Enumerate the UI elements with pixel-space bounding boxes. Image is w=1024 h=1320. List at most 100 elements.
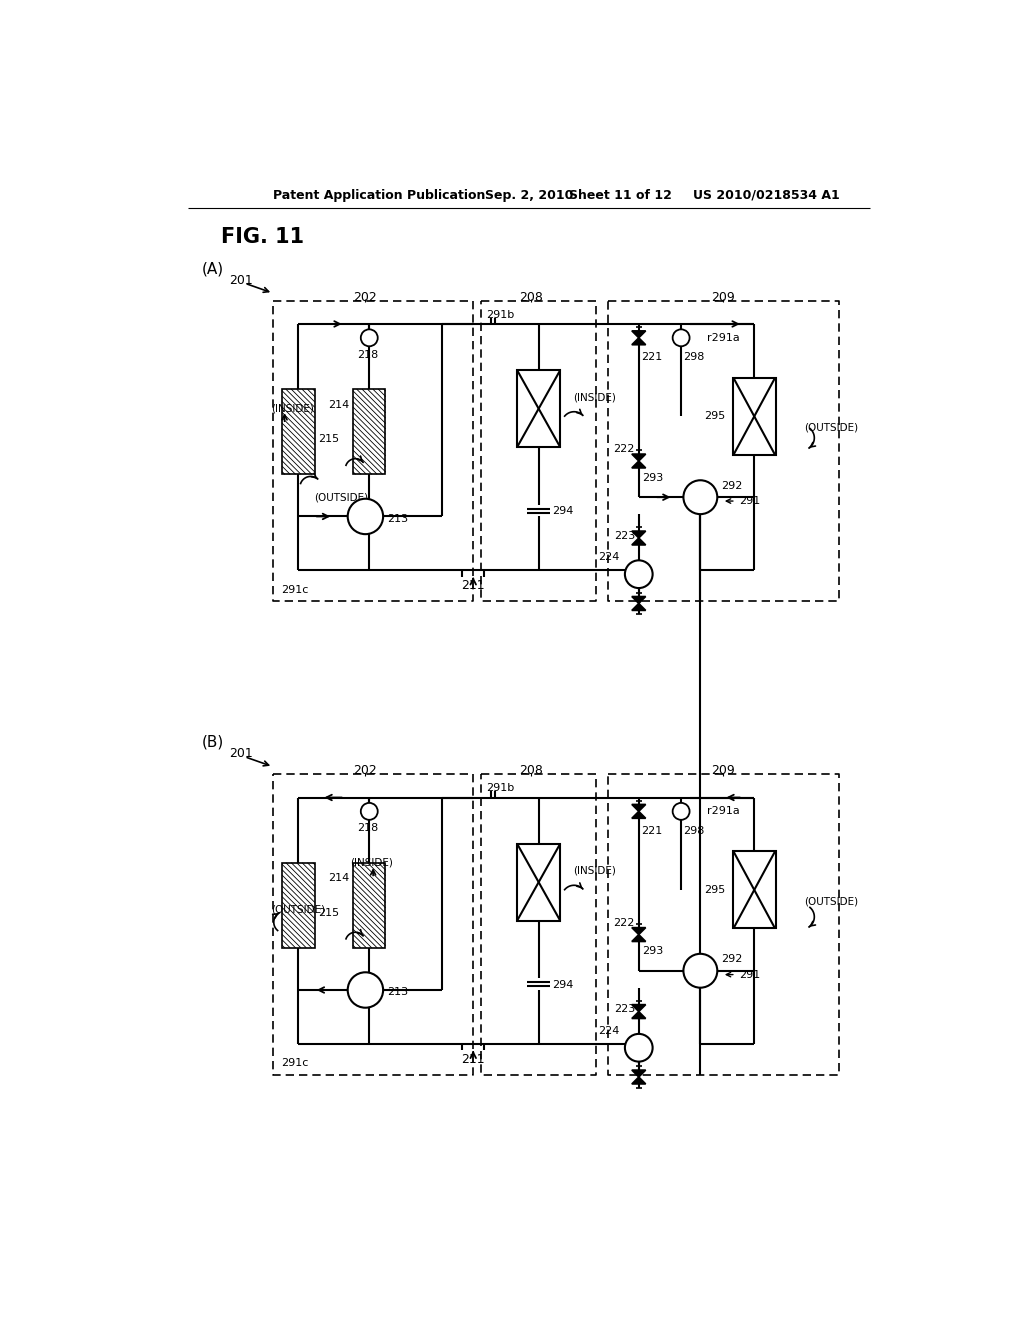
Text: 209: 209 — [712, 290, 735, 304]
Text: FIG. 11: FIG. 11 — [221, 227, 304, 247]
Text: 298: 298 — [683, 825, 705, 836]
Polygon shape — [632, 338, 646, 345]
Polygon shape — [353, 389, 385, 474]
Text: 201: 201 — [229, 273, 253, 286]
Text: 214: 214 — [328, 400, 349, 409]
Text: (INSIDE): (INSIDE) — [573, 392, 616, 403]
Circle shape — [673, 330, 689, 346]
Text: 291b: 291b — [486, 783, 514, 793]
Text: 293: 293 — [643, 473, 664, 483]
Text: 221: 221 — [641, 825, 663, 836]
Text: 218: 218 — [357, 350, 378, 360]
Text: 294: 294 — [553, 979, 573, 990]
Text: 291: 291 — [739, 970, 760, 979]
Polygon shape — [632, 603, 646, 610]
Polygon shape — [517, 843, 560, 921]
Circle shape — [348, 499, 383, 535]
Text: 294: 294 — [553, 506, 573, 516]
Text: ④: ④ — [691, 960, 699, 969]
Text: 293: 293 — [643, 946, 664, 957]
Text: (OUTSIDE): (OUTSIDE) — [313, 492, 368, 502]
Circle shape — [683, 954, 717, 987]
Text: (OUTSIDE): (OUTSIDE) — [804, 422, 858, 433]
Polygon shape — [517, 370, 560, 447]
Text: 208: 208 — [519, 764, 543, 777]
Text: ①: ① — [691, 974, 699, 983]
Polygon shape — [632, 928, 646, 935]
Polygon shape — [353, 863, 385, 948]
Polygon shape — [632, 331, 646, 338]
Polygon shape — [733, 851, 776, 928]
Circle shape — [360, 803, 378, 820]
Text: ③: ③ — [702, 973, 711, 982]
Text: ①: ① — [356, 520, 365, 529]
Text: ④: ④ — [691, 486, 699, 495]
Text: 222: 222 — [613, 445, 635, 454]
Text: ③: ③ — [368, 993, 376, 1002]
Text: 202: 202 — [353, 764, 377, 777]
Text: 201: 201 — [229, 747, 253, 760]
Text: 209: 209 — [712, 764, 735, 777]
Text: (A): (A) — [202, 261, 223, 276]
Text: 291c: 291c — [282, 585, 309, 594]
Text: (INSIDE): (INSIDE) — [573, 866, 616, 875]
Text: ②: ② — [368, 506, 376, 515]
Text: 291c: 291c — [282, 1059, 309, 1068]
Text: (B): (B) — [202, 734, 223, 750]
Text: 211: 211 — [462, 579, 485, 593]
Text: ③: ③ — [702, 500, 711, 508]
Text: 291: 291 — [739, 496, 760, 506]
Polygon shape — [733, 378, 776, 455]
Polygon shape — [632, 1077, 646, 1084]
Text: ①: ① — [691, 500, 699, 510]
Text: ②: ② — [702, 961, 711, 970]
Text: 208: 208 — [519, 290, 543, 304]
Polygon shape — [632, 461, 646, 469]
Circle shape — [625, 560, 652, 589]
Text: 218: 218 — [357, 824, 378, 833]
Text: Sheet 11 of 12: Sheet 11 of 12 — [569, 189, 673, 202]
Polygon shape — [632, 1071, 646, 1077]
Circle shape — [683, 480, 717, 515]
Text: r291a: r291a — [707, 807, 739, 816]
Text: 222: 222 — [613, 917, 635, 928]
Text: Sep. 2, 2010: Sep. 2, 2010 — [484, 189, 573, 202]
Circle shape — [625, 1034, 652, 1061]
Polygon shape — [632, 935, 646, 941]
Polygon shape — [283, 389, 314, 474]
Text: US 2010/0218534 A1: US 2010/0218534 A1 — [692, 189, 840, 202]
Polygon shape — [632, 1005, 646, 1011]
Text: 292: 292 — [721, 480, 742, 491]
Text: 292: 292 — [721, 954, 742, 964]
Text: ②: ② — [368, 979, 376, 989]
Text: 213: 213 — [387, 513, 409, 524]
Text: 291b: 291b — [486, 310, 514, 319]
Text: ④: ④ — [356, 978, 365, 987]
Text: 202: 202 — [353, 290, 377, 304]
Text: 215: 215 — [318, 434, 340, 445]
Circle shape — [360, 330, 378, 346]
Text: (INSIDE): (INSIDE) — [350, 858, 393, 869]
Text: 215: 215 — [318, 908, 340, 917]
Polygon shape — [632, 1011, 646, 1019]
Text: 211: 211 — [462, 1053, 485, 1065]
Text: Patent Application Publication: Patent Application Publication — [273, 189, 485, 202]
Text: 295: 295 — [703, 412, 725, 421]
Polygon shape — [632, 531, 646, 539]
Text: 213: 213 — [387, 987, 409, 998]
Text: 224: 224 — [598, 1026, 620, 1036]
Polygon shape — [632, 454, 646, 461]
Polygon shape — [632, 539, 646, 545]
Text: 224: 224 — [598, 552, 620, 562]
Text: 214: 214 — [328, 874, 349, 883]
Text: r291a: r291a — [707, 333, 739, 343]
Text: 298: 298 — [683, 352, 705, 362]
Text: (OUTSIDE): (OUTSIDE) — [270, 904, 325, 915]
Text: ②: ② — [702, 487, 711, 496]
Text: 223: 223 — [613, 1005, 635, 1014]
Text: ①: ① — [356, 994, 365, 1003]
Text: (OUTSIDE): (OUTSIDE) — [804, 896, 858, 907]
Text: ④: ④ — [356, 504, 365, 513]
Polygon shape — [632, 804, 646, 812]
Text: ③: ③ — [368, 519, 376, 528]
